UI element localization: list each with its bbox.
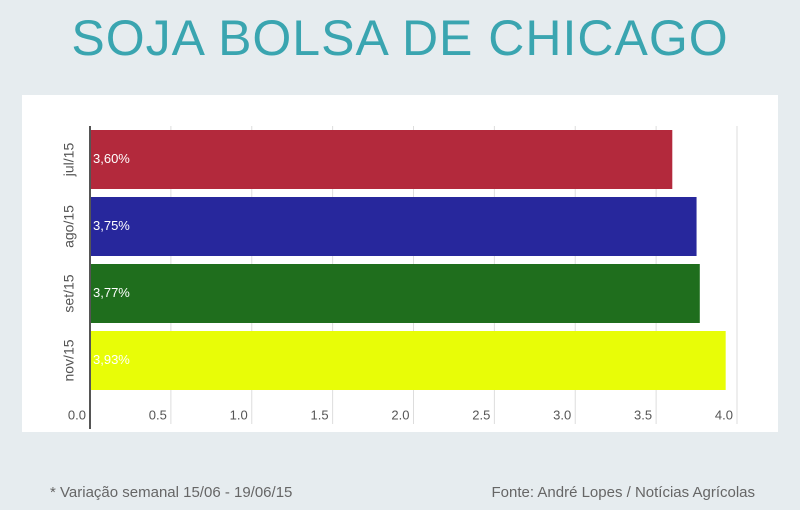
y-tick-label: nov/15: [61, 339, 77, 381]
bar: [90, 264, 700, 323]
bar: [90, 331, 726, 390]
bar: [90, 197, 697, 256]
x-tick-label: 1.5: [311, 407, 329, 422]
y-tick-label: ago/15: [61, 205, 77, 248]
x-tick-label: 3.0: [553, 407, 571, 422]
y-tick-label: jul/15: [61, 143, 77, 178]
x-tick-label: 3.5: [634, 407, 652, 422]
x-tick-label: 2.5: [472, 407, 490, 422]
x-tick-label: 1.0: [230, 407, 248, 422]
value-label: 3,93%: [93, 352, 130, 367]
value-label: 3,77%: [93, 285, 130, 300]
value-label: 3,60%: [93, 151, 130, 166]
y-tick-label: set/15: [61, 274, 77, 312]
x-tick-label: 0.0: [68, 407, 86, 422]
footnote: * Variação semanal 15/06 - 19/06/15: [50, 484, 292, 501]
x-tick-label: 0.5: [149, 407, 167, 422]
x-tick-label: 4.0: [715, 407, 733, 422]
x-tick-label: 2.0: [391, 407, 409, 422]
chart-title: SOJA BOLSA DE CHICAGO: [71, 10, 728, 66]
source: Fonte: André Lopes / Notícias Agrícolas: [492, 484, 755, 501]
value-label: 3,75%: [93, 218, 130, 233]
bar: [90, 130, 673, 189]
